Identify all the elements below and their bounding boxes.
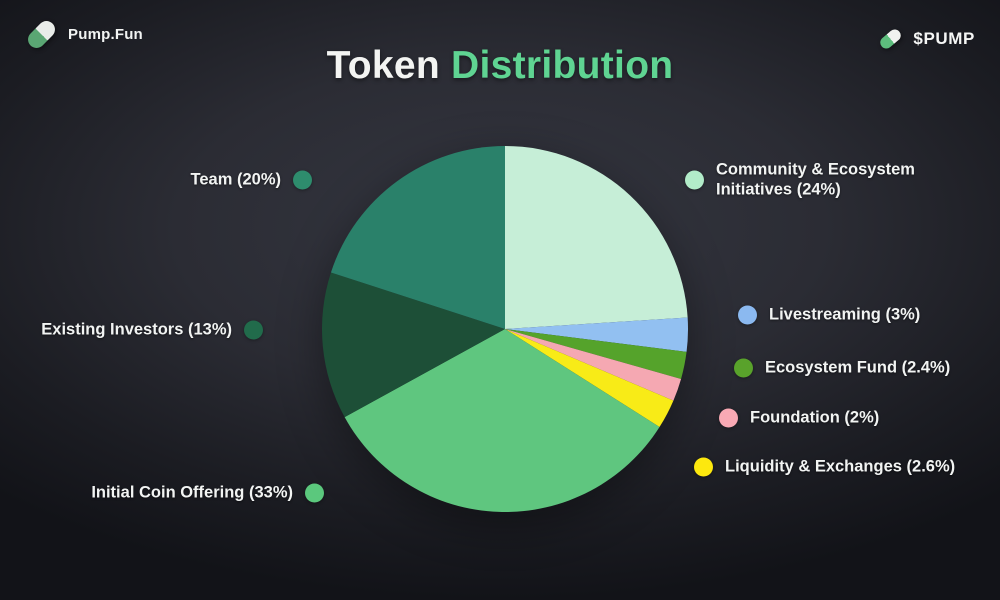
legend-dot-team — [293, 170, 312, 190]
legend-label: Livestreaming (3%) — [769, 305, 921, 324]
legend-dot-liquidity — [694, 457, 713, 477]
legend-dot-initial-coin-offering — [305, 483, 324, 503]
brand-logo: Pump.Fun — [24, 17, 143, 52]
pill-icon-small — [878, 27, 904, 51]
legend-label: Initial Coin Offering (33%) — [91, 483, 293, 502]
legend-label: Liquidity & Exchanges (2.6%) — [725, 457, 956, 476]
page-title: Token Distribution — [0, 44, 1000, 88]
pie-slice-team — [330, 146, 505, 329]
pie-slice-foundation — [505, 329, 682, 401]
pie-slice-community-ecosystem-initiatives — [505, 146, 688, 329]
legend-label: Existing Investors (13%) — [41, 320, 232, 339]
title-word-distribution: Distribution — [451, 44, 674, 87]
legend-dot-foundation — [719, 408, 738, 428]
legend-item-livestreaming: Livestreaming (3%) — [738, 305, 921, 325]
legend-dot-ecosystem-fund — [734, 358, 753, 378]
pie-chart-container — [315, 139, 695, 519]
legend-label: Ecosystem Fund (2.4%) — [765, 358, 951, 377]
pie-slice-ecosystem-fund — [505, 329, 687, 379]
legend-label-line1: Community & Ecosystem — [716, 160, 915, 179]
brand-name: Pump.Fun — [68, 26, 143, 43]
legend-label-line2: Initiatives (24%) — [716, 180, 841, 198]
legend-dot-livestreaming — [738, 305, 757, 325]
title-word-token: Token — [326, 44, 441, 87]
pie-slice-livestreaming — [505, 317, 688, 352]
pie-slice-liquidity-exchanges — [505, 329, 674, 428]
legend-item-community: Community & Ecosystem Initiatives (24%) — [685, 161, 915, 200]
legend-label: Foundation (2%) — [750, 408, 880, 427]
legend-label: Team (20%) — [190, 170, 281, 189]
legend-dot-existing-investors — [244, 320, 263, 340]
legend-item-team: Team (20%) — [190, 170, 312, 190]
legend-item-initial-coin-offering: Initial Coin Offering (33%) — [91, 483, 324, 503]
ticker-badge: $PUMP — [878, 27, 975, 51]
pie-slice-existing-investors — [322, 272, 505, 418]
legend-label: Community & Ecosystem Initiatives (24%) — [716, 161, 915, 200]
legend-item-existing-investors: Existing Investors (13%) — [41, 320, 263, 340]
pie-chart — [322, 146, 688, 512]
legend-item-ecosystem-fund: Ecosystem Fund (2.4%) — [734, 358, 951, 378]
legend-item-foundation: Foundation (2%) — [719, 408, 880, 428]
ticker-symbol: $PUMP — [913, 29, 975, 48]
legend-item-liquidity: Liquidity & Exchanges (2.6%) — [694, 457, 956, 477]
legend-dot-community — [685, 170, 704, 190]
pie-slice-initial-coin-offering — [344, 329, 660, 512]
